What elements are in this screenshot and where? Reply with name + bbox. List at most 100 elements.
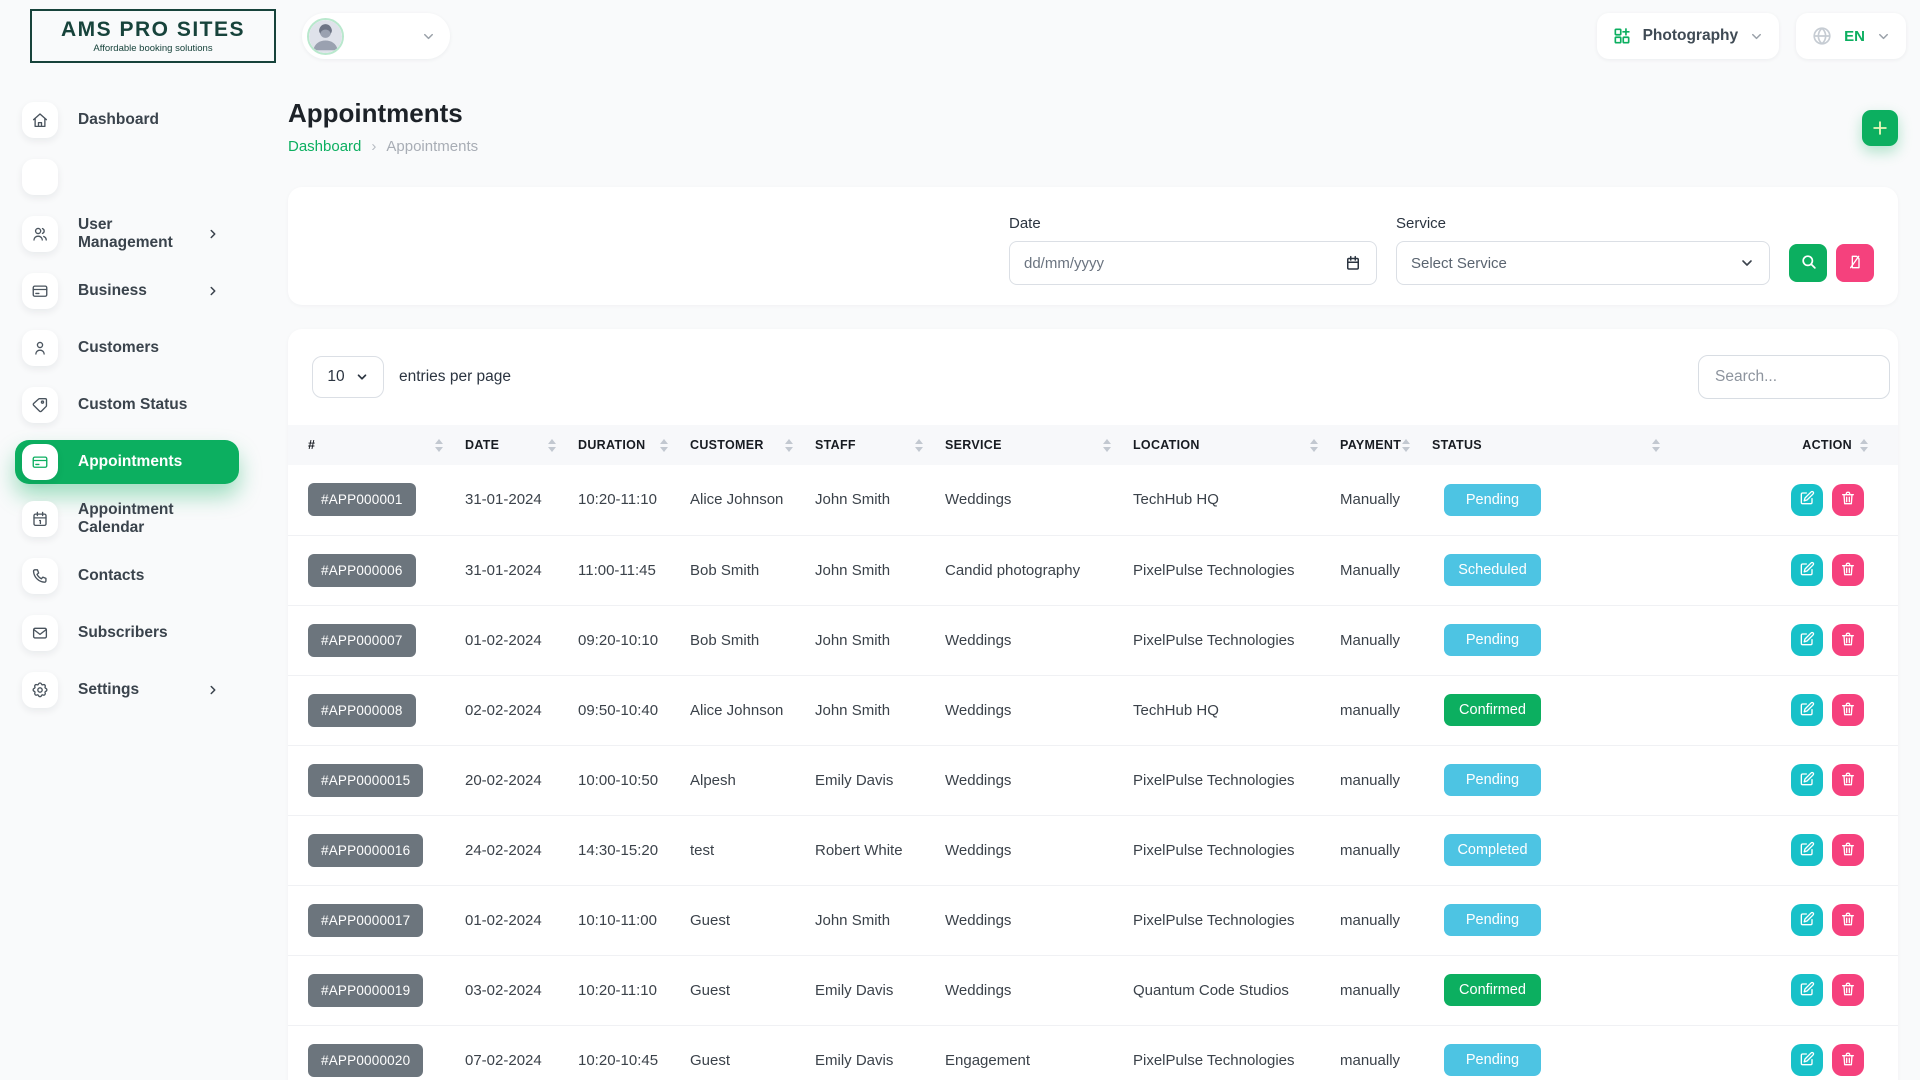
cell-location: PixelPulse Technologies xyxy=(1133,534,1340,605)
service-filter-select[interactable]: Select Service xyxy=(1396,241,1770,285)
delete-button[interactable] xyxy=(1832,764,1864,796)
edit-button[interactable] xyxy=(1791,483,1823,516)
cell-service: Engagement xyxy=(945,1024,1133,1080)
sidebar-item-blank xyxy=(15,155,239,199)
brand-name: AMS PRO SITES xyxy=(60,18,246,41)
sidebar-item-business[interactable]: Business xyxy=(15,269,239,313)
filter-search-button[interactable] xyxy=(1789,244,1827,282)
column-header-status[interactable]: STATUS xyxy=(1432,425,1682,465)
status-badge: Pending xyxy=(1444,624,1541,656)
column-header-[interactable]: # xyxy=(288,425,465,465)
table-row: #APP000008 02-02-2024 09:50-10:40 Alice Joh… xyxy=(288,674,1898,745)
top-header: AMS PRO SITES Affordable booking solutio… xyxy=(0,0,1920,72)
edit-button[interactable] xyxy=(1791,624,1823,656)
main-content: Appointments Dashboard › Appointments Da… xyxy=(260,98,1920,1080)
chevron-down-icon xyxy=(1749,29,1764,44)
cell-action xyxy=(1682,884,1898,955)
table-row: #APP0000017 01-02-2024 10:10-11:00 Guest Joh… xyxy=(288,884,1898,955)
column-header-staff[interactable]: STAFF xyxy=(815,425,945,465)
cell-id: #APP000008 xyxy=(288,674,465,745)
sidebar-item-settings[interactable]: Settings xyxy=(15,668,239,712)
delete-button[interactable] xyxy=(1832,694,1864,726)
cell-customer: Alice Johnson xyxy=(690,674,815,745)
cell-date: 01-02-2024 xyxy=(465,604,578,675)
edit-icon xyxy=(1799,561,1815,580)
column-header-action[interactable]: ACTION xyxy=(1682,425,1898,465)
status-badge: Confirmed xyxy=(1444,974,1541,1006)
sidebar-item-contacts[interactable]: Contacts xyxy=(15,554,239,598)
column-header-location[interactable]: LOCATION xyxy=(1133,425,1340,465)
delete-button[interactable] xyxy=(1832,904,1864,936)
language-selector[interactable]: EN xyxy=(1796,13,1906,59)
appointment-id-badge: #APP0000016 xyxy=(308,833,424,867)
breadcrumb: Dashboard › Appointments xyxy=(288,138,478,155)
edit-button[interactable] xyxy=(1791,834,1823,866)
chevron-down-icon xyxy=(421,29,436,44)
sidebar-item-customers[interactable]: Customers xyxy=(15,326,239,370)
delete-button[interactable] xyxy=(1832,1044,1864,1077)
delete-button[interactable] xyxy=(1832,974,1864,1006)
breadcrumb-current: Appointments xyxy=(386,138,479,155)
sidebar-item-label: User Management xyxy=(78,216,173,251)
table-row: #APP000007 01-02-2024 09:20-10:10 Bob Smith… xyxy=(288,604,1898,675)
sidebar-item-dashboard[interactable]: Dashboard xyxy=(15,98,239,142)
sort-icon xyxy=(1860,438,1868,452)
sidebar-item-custom-status[interactable]: Custom Status xyxy=(15,383,239,427)
sidebar-item-user-management[interactable]: User Management xyxy=(15,212,239,256)
column-header-service[interactable]: SERVICE xyxy=(945,425,1133,465)
column-header-customer[interactable]: CUSTOMER xyxy=(690,425,815,465)
table-search-input[interactable] xyxy=(1698,355,1890,399)
edit-button[interactable] xyxy=(1791,554,1823,586)
cell-id: #APP0000020 xyxy=(288,1024,465,1080)
date-filter-field[interactable] xyxy=(1009,241,1377,285)
sort-icon xyxy=(548,438,556,452)
trash-icon xyxy=(1840,490,1856,509)
chevron-right-icon xyxy=(206,284,220,298)
sort-icon xyxy=(1402,438,1410,452)
cell-service: Weddings xyxy=(945,884,1133,955)
trash-icon xyxy=(1840,561,1856,580)
column-header-payment[interactable]: PAYMENT xyxy=(1340,425,1432,465)
sidebar-item-subscribers[interactable]: Subscribers xyxy=(15,611,239,655)
date-input[interactable] xyxy=(1024,254,1344,272)
edit-button[interactable] xyxy=(1791,764,1823,796)
column-header-duration[interactable]: DURATION xyxy=(578,425,690,465)
cell-staff: John Smith xyxy=(815,674,945,745)
cell-payment: manually xyxy=(1340,744,1432,815)
entries-per-page-select[interactable]: 10 xyxy=(312,356,384,398)
service-filter-label: Service xyxy=(1396,215,1447,232)
edit-button[interactable] xyxy=(1791,694,1823,726)
edit-button[interactable] xyxy=(1791,904,1823,936)
clear-filter-icon xyxy=(1847,254,1863,273)
delete-button[interactable] xyxy=(1832,834,1864,866)
profile-menu[interactable] xyxy=(302,13,450,59)
sidebar-item-appointment-calendar[interactable]: Appointment Calendar xyxy=(15,497,239,541)
edit-button[interactable] xyxy=(1791,974,1823,1006)
calendar-icon xyxy=(22,501,58,537)
column-header-date[interactable]: DATE xyxy=(465,425,578,465)
edit-icon xyxy=(1799,631,1815,650)
edit-button[interactable] xyxy=(1791,1044,1823,1077)
breadcrumb-dashboard-link[interactable]: Dashboard xyxy=(288,138,362,155)
sort-icon xyxy=(915,438,923,452)
cell-staff: John Smith xyxy=(815,604,945,675)
sidebar-item-appointments[interactable]: Appointments xyxy=(15,440,239,484)
delete-button[interactable] xyxy=(1832,554,1864,586)
sort-icon xyxy=(660,438,668,452)
add-appointment-button[interactable] xyxy=(1862,110,1898,146)
filter-clear-button[interactable] xyxy=(1836,244,1874,282)
workspace-selector[interactable]: Photography xyxy=(1596,13,1780,59)
cell-id: #APP0000015 xyxy=(288,744,465,815)
sidebar-item-label: Custom Status xyxy=(78,396,188,413)
cell-status: Scheduled xyxy=(1432,534,1682,605)
trash-icon xyxy=(1840,911,1856,930)
cell-status: Confirmed xyxy=(1432,954,1682,1025)
delete-button[interactable] xyxy=(1832,483,1864,516)
delete-button[interactable] xyxy=(1832,624,1864,656)
cell-status: Pending xyxy=(1432,1024,1682,1080)
tag-icon xyxy=(22,387,58,423)
cell-customer: Guest xyxy=(690,1024,815,1080)
edit-icon xyxy=(1799,771,1815,790)
cell-date: 20-02-2024 xyxy=(465,744,578,815)
calendar-icon[interactable] xyxy=(1344,254,1362,272)
